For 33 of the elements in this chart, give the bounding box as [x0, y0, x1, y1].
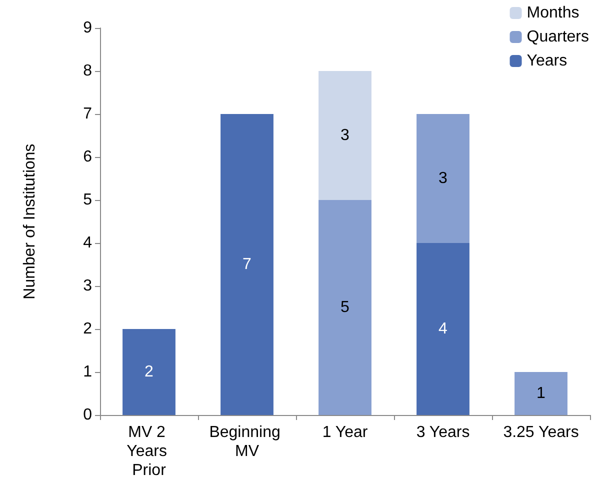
- y-tick-label: 7: [83, 106, 92, 122]
- x-tick-label: MV 2 Years Prior: [126, 424, 172, 479]
- bar: [122, 329, 176, 415]
- bar: [416, 243, 470, 415]
- bar: [318, 71, 372, 200]
- y-tick-label: 6: [83, 148, 92, 166]
- y-axis-title: Number of Institutions: [22, 144, 38, 300]
- y-tick-label: 0: [83, 406, 92, 424]
- y-tick-label: 4: [83, 234, 92, 252]
- data-label: 1: [536, 385, 546, 402]
- y-tick-label: 3: [83, 278, 92, 294]
- data-label: 5: [340, 299, 350, 316]
- data-label: 2: [144, 364, 154, 380]
- y-tick-label: 5: [83, 192, 92, 208]
- bar: [318, 200, 372, 415]
- x-tick-label: 1 Year: [322, 424, 368, 441]
- data-label: 3: [438, 170, 448, 187]
- y-tick-label: 8: [83, 62, 92, 80]
- data-label: 4: [438, 320, 448, 338]
- x-tick-label: 3.25 Years: [503, 424, 579, 441]
- bar: [514, 372, 568, 415]
- legend-label: Months: [526, 4, 580, 22]
- x-tick-label: Beginning MV: [209, 424, 285, 460]
- bar: [416, 114, 470, 243]
- bar: [220, 114, 274, 415]
- data-label: 3: [340, 127, 350, 144]
- x-tick-label: 3 Years: [416, 424, 470, 441]
- legend-label: Quarters: [526, 28, 590, 46]
- y-tick-label: 2: [83, 320, 92, 338]
- y-tick-label: 1: [83, 364, 92, 380]
- data-label: 7: [242, 256, 252, 273]
- y-tick-label: 9: [83, 20, 92, 36]
- legend-label: Years: [526, 52, 568, 70]
